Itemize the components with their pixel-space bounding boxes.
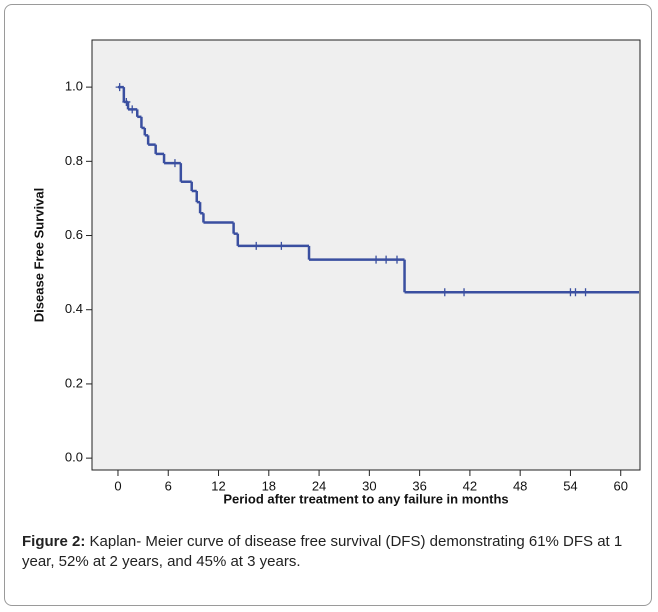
caption: Figure 2: Kaplan- Meier curve of disease…: [22, 532, 642, 572]
censor-mark: [170, 159, 179, 168]
x-tick-label: 42: [463, 478, 477, 493]
censor-mark: [440, 288, 449, 297]
x-tick-label: 54: [563, 478, 577, 493]
x-tick-label: 12: [211, 478, 225, 493]
y-tick-label: 0.2: [65, 375, 83, 390]
x-axis-label: Period after treatment to any failure in…: [223, 491, 508, 506]
censor-mark: [372, 255, 381, 264]
x-tick-label: 24: [312, 478, 326, 493]
y-tick-label: 0.0: [65, 450, 83, 465]
censor-mark: [252, 241, 261, 250]
x-tick-label: 48: [513, 478, 527, 493]
x-tick-label: 60: [613, 478, 627, 493]
censor-mark: [122, 97, 131, 106]
x-tick-label: 18: [262, 478, 276, 493]
plot-area: [91, 39, 641, 471]
censor-mark: [460, 288, 469, 297]
x-tick-label: 30: [362, 478, 376, 493]
x-tick-label: 6: [165, 478, 172, 493]
caption-label: Figure 2:: [22, 533, 86, 550]
y-tick-label: 0.4: [65, 301, 83, 316]
y-tick-label: 0.6: [65, 227, 83, 242]
censor-mark: [581, 288, 590, 297]
censor-mark: [115, 83, 124, 92]
y-axis-label: Disease Free Survival: [31, 188, 46, 322]
x-tick-label: 36: [412, 478, 426, 493]
caption-text: Kaplan- Meier curve of disease free surv…: [22, 533, 623, 570]
censor-mark: [128, 105, 137, 114]
y-tick-label: 0.8: [65, 153, 83, 168]
censor-mark: [393, 255, 402, 264]
y-tick-label: 1.0: [65, 79, 83, 94]
x-tick-label: 0: [114, 478, 121, 493]
chart: 0.0 0.2 0.4 0.6 0.8 1.0 0 6 12 18 24 30 36 42 48 54 60 Pe…: [31, 39, 641, 506]
censor-mark: [382, 255, 391, 264]
censor-mark: [277, 241, 286, 250]
censor-mark: [571, 288, 580, 297]
figure-frame: [4, 4, 652, 606]
